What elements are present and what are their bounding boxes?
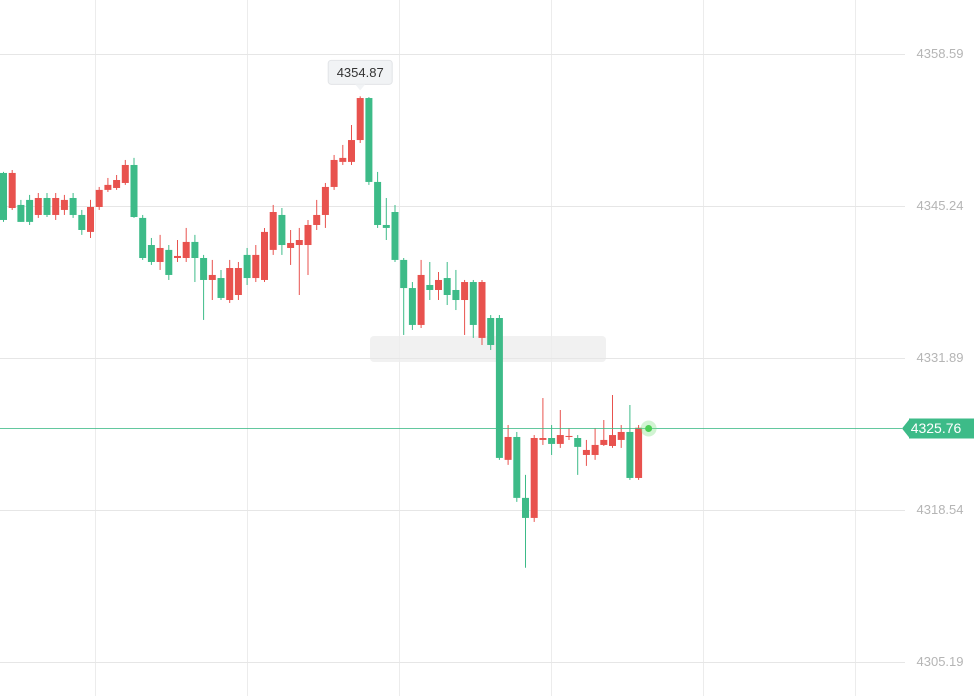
candle-body [191, 241, 199, 258]
candle-body [165, 249, 173, 275]
candle-body [582, 449, 590, 455]
candle-body [408, 288, 416, 325]
candle-body [104, 184, 112, 190]
candle-body [435, 279, 442, 290]
candle-body [609, 435, 616, 446]
y-tick-label: 4318.54 [917, 502, 964, 517]
candle-body [78, 214, 86, 230]
max-price-label: 4354.87 [337, 65, 384, 80]
candle-body [147, 245, 155, 262]
candle-body [391, 211, 399, 260]
candle-body [69, 197, 77, 215]
candle-body [348, 140, 355, 162]
candle-body [374, 181, 382, 225]
candle-body [208, 274, 216, 280]
candle-body [600, 439, 608, 445]
candle-body [60, 199, 68, 210]
candle-body [617, 431, 625, 440]
candle-body [226, 268, 234, 301]
candle-body [287, 242, 295, 248]
candle-body [8, 172, 16, 209]
candle-body [452, 289, 460, 301]
candle-body [17, 204, 25, 222]
candle-body [400, 259, 408, 289]
candle-body [461, 282, 469, 301]
candle-body [26, 199, 34, 222]
y-tick-label: 4345.24 [917, 198, 964, 213]
candle-body [217, 278, 225, 298]
candle-body [635, 427, 643, 478]
candle-body [261, 231, 268, 280]
candle-body [0, 172, 7, 220]
candle-body [495, 317, 503, 458]
candle-body [269, 211, 277, 250]
candle-body [95, 189, 103, 207]
candle-body [43, 197, 51, 215]
y-tick-label: 4305.19 [917, 654, 964, 669]
candle-body [626, 431, 634, 478]
candle-body [313, 214, 321, 225]
candle-body [339, 157, 347, 162]
candle-body [156, 247, 164, 262]
candle-body [548, 438, 556, 444]
candle-body [530, 438, 538, 518]
candle-body [574, 438, 582, 447]
candle-body [426, 284, 434, 290]
candle-body [478, 282, 486, 338]
candle-body [513, 436, 521, 498]
candle-body [504, 436, 512, 460]
last-price-tag-arrow [902, 418, 910, 439]
candle-body [487, 317, 495, 345]
candle-body [522, 497, 529, 518]
candle-body [234, 268, 242, 296]
candle-body [113, 180, 121, 188]
y-tick-label: 4358.59 [917, 46, 964, 61]
last-price-tag [909, 418, 974, 439]
last-price-label: 4325.76 [911, 420, 962, 436]
watermark-blur [370, 336, 606, 362]
candle-body [130, 164, 138, 218]
last-price-dot [645, 425, 653, 432]
candle-body [539, 438, 547, 440]
candle-body [87, 206, 94, 232]
candle-body [321, 186, 329, 215]
candle-body [591, 444, 599, 455]
candle-body [382, 224, 390, 228]
candle-body [252, 254, 260, 279]
candle-body [443, 278, 451, 296]
candle-body [417, 274, 425, 325]
y-tick-label: 4331.89 [917, 350, 964, 365]
candle-body [556, 435, 564, 444]
candle-body [121, 164, 129, 183]
candle-body [304, 224, 312, 246]
tooltip-pointer [355, 84, 366, 91]
candle-body [565, 435, 573, 437]
candle-body [330, 159, 338, 187]
candle-body [200, 257, 208, 280]
candle-body [182, 241, 190, 258]
candle-body [243, 254, 251, 279]
candle-body [174, 255, 181, 258]
candle-body [356, 98, 364, 141]
candle-body [365, 98, 373, 182]
candle-body [139, 217, 147, 258]
candle-body [34, 197, 42, 215]
candle-body [295, 240, 303, 246]
candle-body [52, 197, 60, 215]
candle-body [469, 282, 477, 325]
candle-body [278, 214, 286, 246]
